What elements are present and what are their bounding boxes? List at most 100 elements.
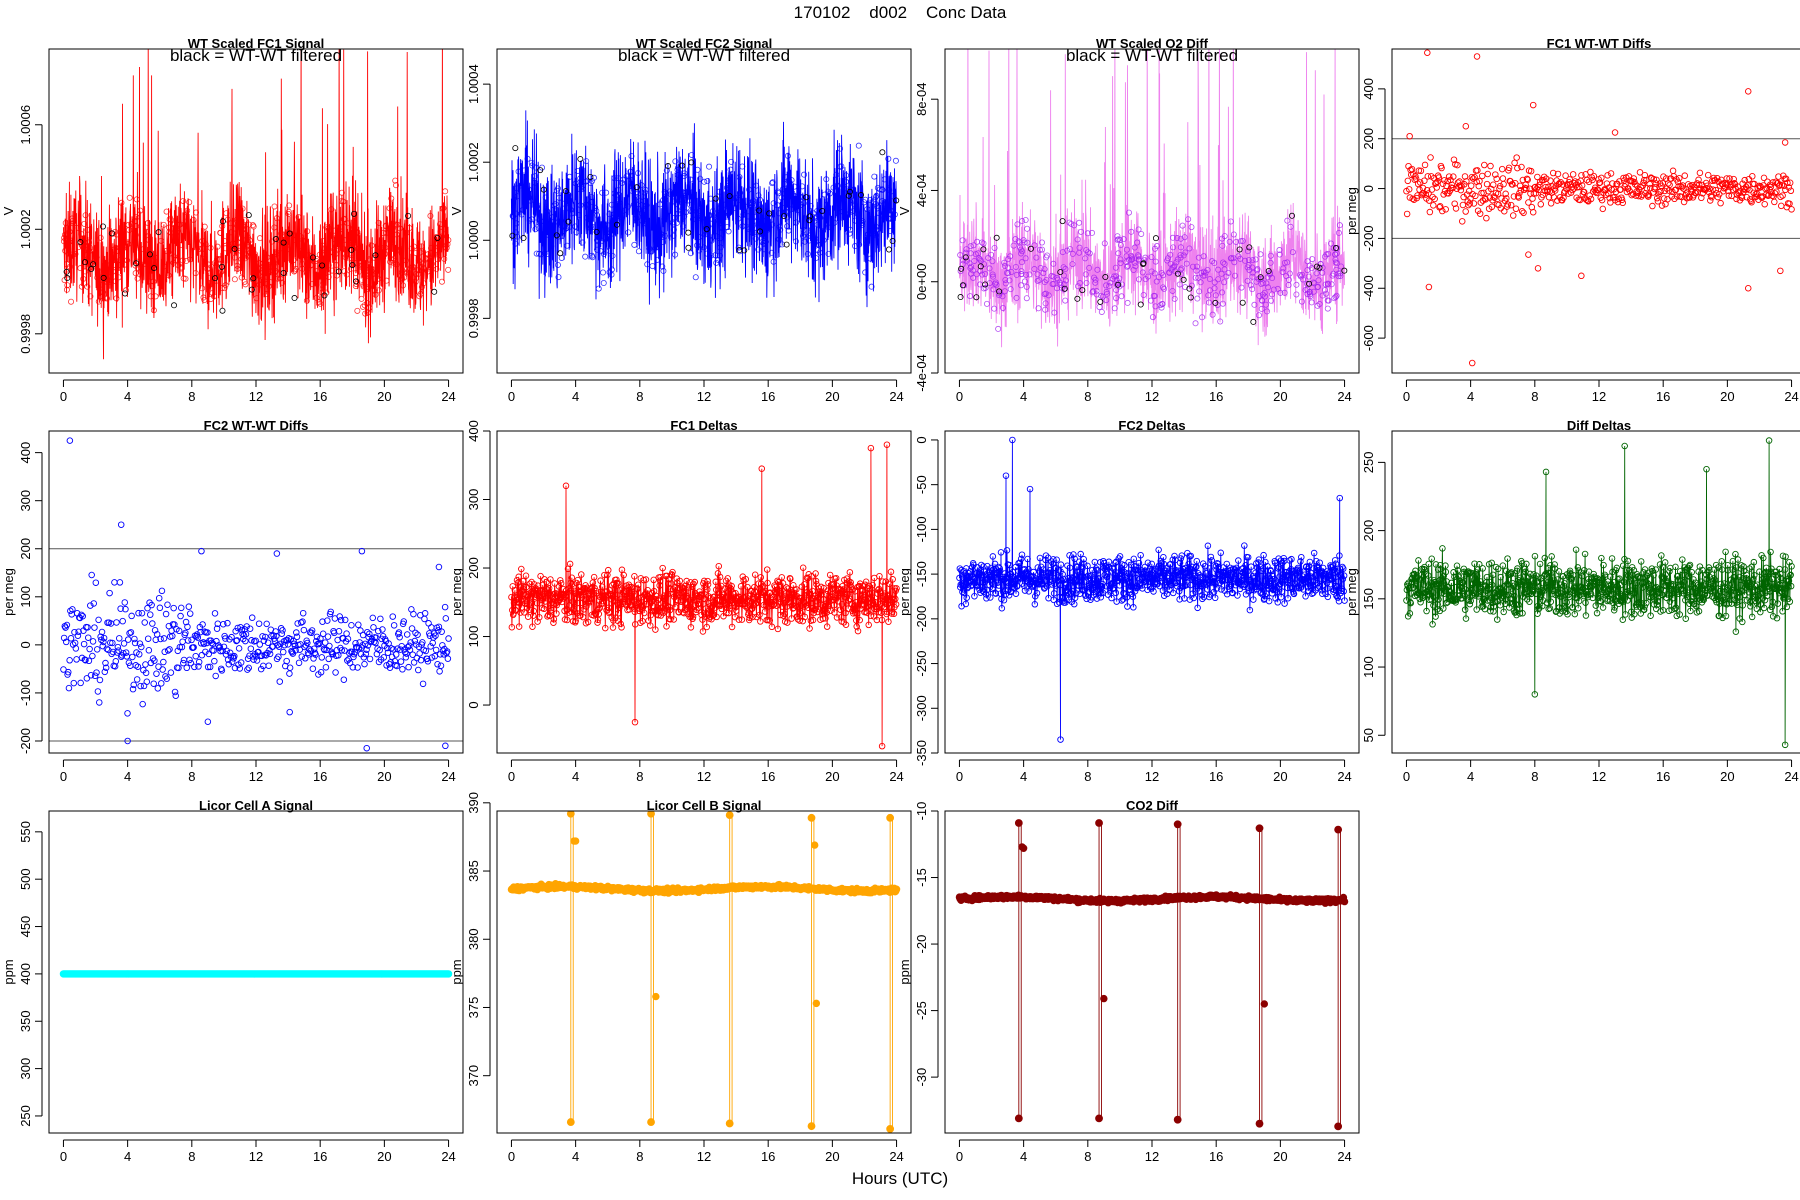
data-point bbox=[563, 616, 571, 624]
data-point bbox=[577, 175, 584, 182]
data-point bbox=[389, 225, 396, 232]
data-point bbox=[640, 602, 647, 610]
data-point bbox=[195, 663, 202, 670]
data-point bbox=[625, 593, 632, 601]
data-point bbox=[400, 618, 408, 625]
panel-title: FC2 Deltas bbox=[1118, 418, 1185, 433]
data-point bbox=[850, 602, 858, 610]
data-point bbox=[391, 255, 398, 262]
data-point bbox=[69, 251, 76, 258]
data-point bbox=[647, 612, 654, 619]
data-point bbox=[350, 225, 357, 232]
data-point bbox=[1293, 281, 1300, 288]
data-point bbox=[1298, 553, 1305, 561]
data-point bbox=[871, 173, 878, 180]
data-point bbox=[313, 256, 320, 263]
data-point bbox=[1680, 185, 1687, 192]
data-point bbox=[572, 617, 579, 625]
data-point bbox=[1137, 551, 1144, 559]
data-point bbox=[679, 188, 686, 195]
data-point bbox=[389, 613, 397, 620]
data-point bbox=[853, 617, 860, 624]
data-point bbox=[625, 229, 632, 236]
data-point bbox=[1261, 293, 1268, 300]
data-point bbox=[160, 658, 167, 666]
data-point bbox=[1598, 196, 1606, 204]
data-point bbox=[278, 230, 285, 237]
data-point bbox=[1020, 582, 1028, 590]
data-point bbox=[524, 155, 531, 162]
data-point bbox=[1514, 192, 1522, 200]
data-point bbox=[629, 589, 637, 596]
data-point bbox=[63, 286, 70, 293]
data-point bbox=[204, 663, 212, 671]
data-point bbox=[1195, 254, 1202, 261]
filtered-point bbox=[973, 294, 980, 301]
data-point bbox=[1775, 173, 1782, 180]
data-point bbox=[509, 606, 516, 614]
data-point bbox=[1022, 217, 1029, 224]
data-point bbox=[1468, 359, 1476, 367]
data-point bbox=[1098, 308, 1105, 315]
data-point bbox=[751, 217, 758, 224]
data-point bbox=[674, 183, 681, 190]
data-point bbox=[65, 250, 72, 257]
data-point bbox=[688, 605, 696, 612]
data-point bbox=[341, 215, 348, 222]
data-point bbox=[878, 616, 886, 624]
data-point bbox=[307, 262, 314, 269]
data-point bbox=[1171, 295, 1178, 302]
data-point bbox=[856, 241, 863, 248]
data-point bbox=[667, 616, 674, 623]
data-point bbox=[343, 630, 350, 637]
data-point bbox=[1410, 584, 1417, 591]
data-point bbox=[242, 255, 249, 262]
data-point bbox=[352, 639, 359, 647]
data-point bbox=[352, 283, 359, 290]
data-point bbox=[408, 625, 416, 632]
data-point bbox=[264, 264, 271, 271]
data-point bbox=[577, 202, 584, 209]
data-point bbox=[755, 192, 762, 199]
data-point bbox=[207, 244, 214, 251]
data-point bbox=[551, 580, 558, 587]
data-point bbox=[201, 297, 208, 304]
data-point bbox=[133, 196, 140, 203]
data-point bbox=[1101, 240, 1108, 247]
data-point bbox=[591, 584, 598, 592]
data-point bbox=[1435, 580, 1443, 587]
data-point bbox=[1227, 218, 1234, 225]
data-point bbox=[219, 647, 226, 655]
data-point bbox=[682, 582, 689, 590]
data-point bbox=[94, 688, 102, 695]
data-point bbox=[354, 279, 361, 286]
data-point bbox=[1153, 572, 1161, 579]
data-point bbox=[348, 239, 355, 246]
filtered-point bbox=[108, 230, 115, 237]
data-point bbox=[1331, 557, 1339, 564]
data-point bbox=[198, 547, 205, 555]
data-point bbox=[1478, 189, 1485, 197]
data-point bbox=[257, 665, 265, 673]
data-point bbox=[85, 657, 93, 665]
data-point bbox=[253, 295, 260, 302]
x-tick-label: 0 bbox=[508, 769, 515, 784]
data-point bbox=[699, 628, 707, 635]
data-point bbox=[859, 222, 866, 229]
data-point bbox=[784, 223, 791, 230]
data-point bbox=[1096, 304, 1103, 311]
data-point bbox=[530, 612, 537, 619]
data-point bbox=[1142, 254, 1149, 261]
data-point bbox=[158, 587, 166, 595]
data-point bbox=[244, 242, 251, 249]
data-point bbox=[694, 166, 701, 173]
data-point bbox=[561, 200, 568, 207]
data-point bbox=[572, 180, 579, 187]
data-point bbox=[1212, 292, 1219, 299]
data-point bbox=[1724, 187, 1732, 195]
data-point bbox=[1124, 603, 1131, 610]
data-point bbox=[992, 279, 999, 286]
data-point bbox=[144, 635, 152, 642]
data-point bbox=[825, 224, 832, 231]
data-point bbox=[111, 579, 118, 586]
